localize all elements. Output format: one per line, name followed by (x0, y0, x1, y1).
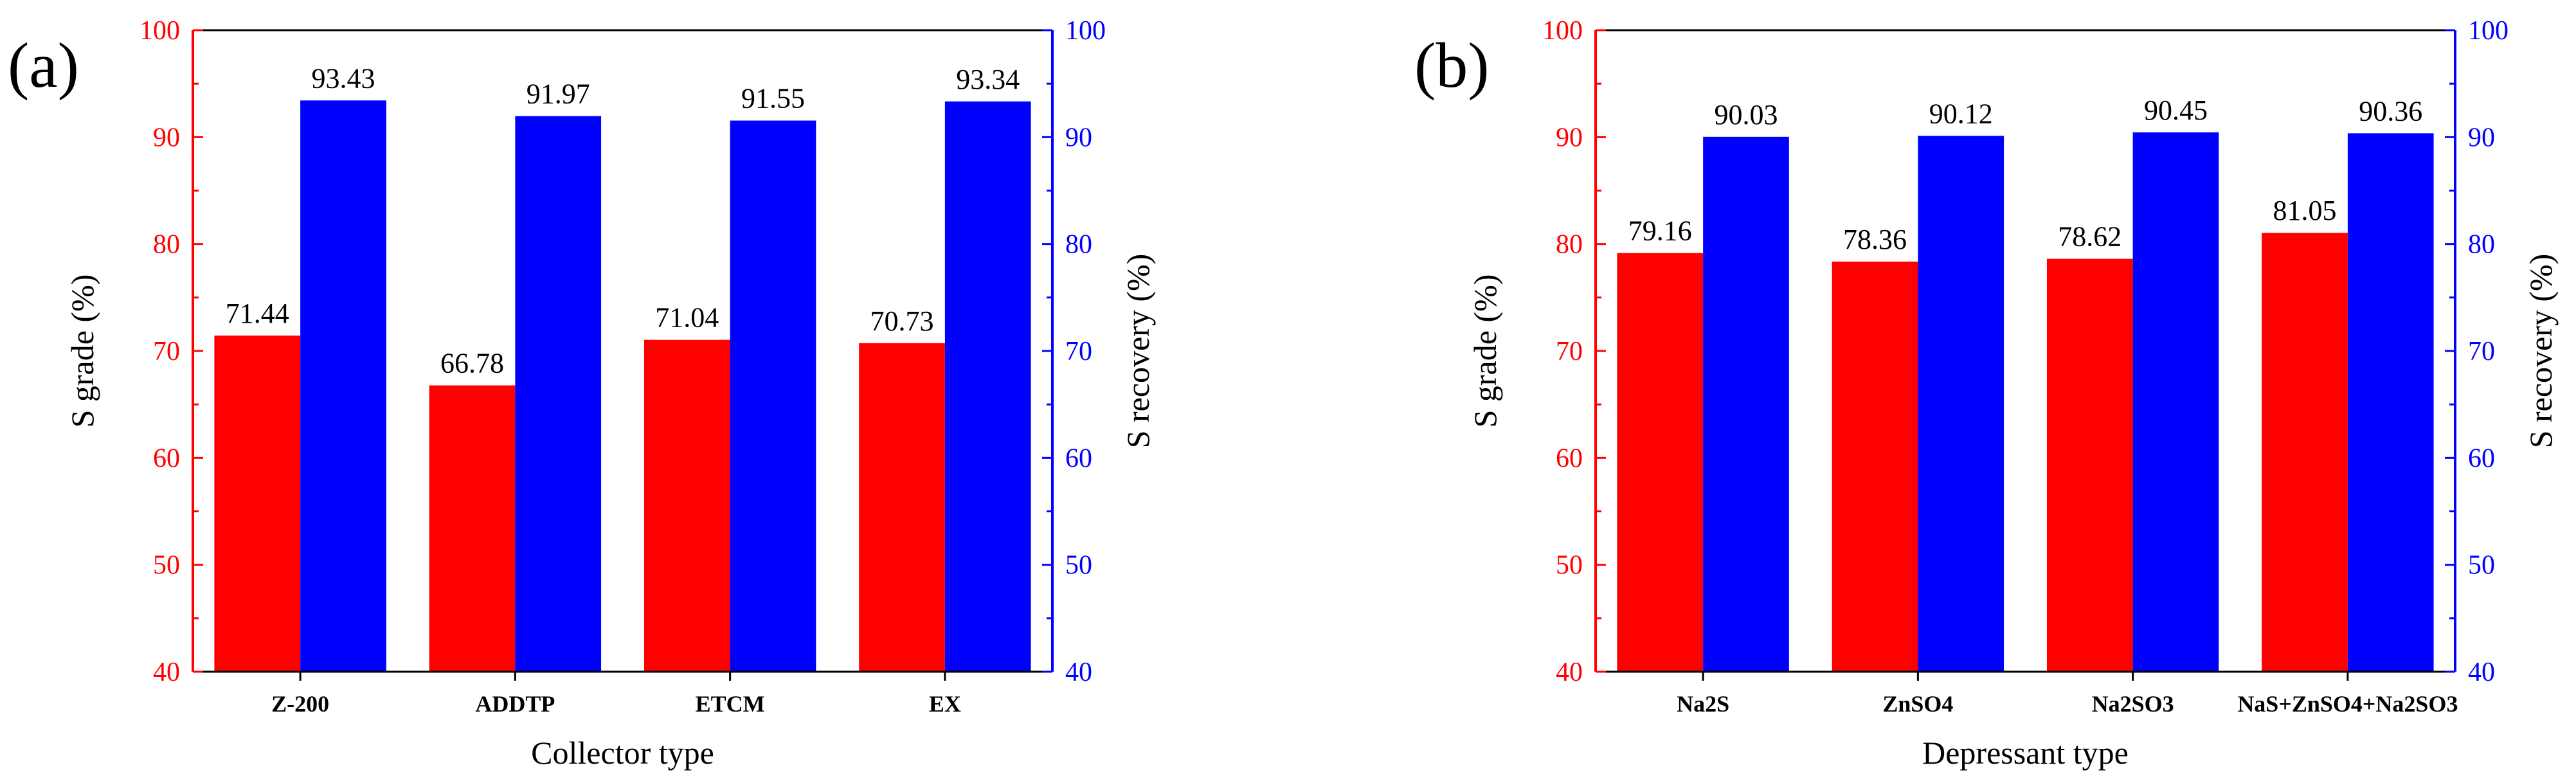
data-label-grade-0-0: 71.44 (226, 298, 289, 329)
y-tick-label-left-1-1: 50 (1556, 551, 1583, 580)
bar-recovery-1-3 (2347, 133, 2434, 672)
y-tick-label-right-1-1: 50 (2468, 551, 2495, 580)
bar-recovery-1-0 (1703, 136, 1789, 672)
y-tick-label-left-1-4: 80 (1556, 230, 1583, 260)
y-tick-label-left-1-0: 40 (1556, 658, 1583, 687)
y-tick-label-right-1-6: 100 (2468, 16, 2508, 46)
y-tick-label-left-0-1: 50 (153, 551, 180, 580)
y-axis-title-left-0: S grade (%) (64, 274, 100, 428)
data-label-grade-0-1: 66.78 (440, 348, 504, 379)
data-label-recovery-0-0: 93.43 (311, 62, 375, 94)
data-label-recovery-1-2: 90.45 (2144, 94, 2208, 126)
bar-recovery-0-1 (515, 116, 602, 672)
x-tick-label-1-3: NaS+ZnSO4+Na2SO3 (2237, 691, 2458, 717)
bar-recovery-1-2 (2132, 132, 2219, 672)
bar-grade-0-2 (644, 339, 730, 672)
y-tick-label-left-0-6: 100 (140, 16, 180, 46)
x-tick-label-0-2: ETCM (696, 691, 765, 717)
x-tick-label-1-2: Na2SO3 (2092, 691, 2174, 717)
x-tick-label-0-0: Z-200 (271, 691, 329, 717)
bar-grade-1-0 (1617, 253, 1704, 672)
y-tick-label-left-0-3: 70 (153, 337, 180, 366)
y-tick-label-right-0-4: 80 (1065, 230, 1092, 260)
y-axis-title-right-0: S recovery (%) (1120, 254, 1156, 449)
data-label-grade-1-0: 79.16 (1628, 215, 1692, 247)
data-label-recovery-1-1: 90.12 (1929, 98, 1993, 129)
y-tick-label-left-0-5: 90 (153, 123, 180, 152)
y-tick-label-right-0-3: 70 (1065, 337, 1092, 366)
y-axis-title-left-1: S grade (%) (1467, 274, 1503, 428)
x-tick-label-1-1: ZnSO4 (1882, 691, 1953, 717)
bar-recovery-0-2 (730, 120, 816, 672)
bar-recovery-1-1 (1918, 136, 2004, 672)
data-label-grade-0-2: 71.04 (655, 302, 719, 334)
y-tick-label-left-1-5: 90 (1556, 123, 1583, 152)
y-tick-label-right-0-6: 100 (1065, 16, 1106, 46)
data-label-grade-0-3: 70.73 (870, 305, 934, 337)
y-tick-label-right-1-3: 70 (2468, 337, 2495, 366)
x-tick-label-0-1: ADDTP (475, 691, 555, 717)
y-tick-label-right-0-2: 60 (1065, 444, 1092, 473)
y-tick-label-right-1-4: 80 (2468, 230, 2495, 260)
bar-recovery-0-3 (944, 101, 1031, 672)
bar-grade-0-0 (214, 336, 301, 672)
data-label-recovery-0-2: 91.55 (741, 83, 805, 114)
y-tick-label-right-1-0: 40 (2468, 658, 2495, 687)
data-label-recovery-0-3: 93.34 (956, 64, 1020, 95)
bar-grade-0-3 (859, 343, 945, 672)
y-tick-label-right-1-2: 60 (2468, 444, 2495, 473)
y-tick-label-right-0-1: 50 (1065, 551, 1092, 580)
x-axis-title-0: Collector type (531, 735, 714, 771)
bar-recovery-0-0 (300, 100, 386, 672)
data-label-recovery-1-3: 90.36 (2359, 95, 2422, 127)
data-label-grade-1-2: 78.62 (2058, 221, 2121, 253)
y-axis-title-right-1: S recovery (%) (2523, 254, 2559, 449)
x-axis-title-1: Depressant type (1922, 735, 2129, 771)
bar-grade-1-1 (1832, 261, 1918, 672)
bar-grade-0-1 (429, 385, 516, 672)
y-tick-label-right-1-5: 90 (2468, 123, 2495, 152)
y-tick-label-right-0-5: 90 (1065, 123, 1092, 152)
data-label-recovery-0-1: 91.97 (527, 78, 590, 110)
y-tick-label-right-0-0: 40 (1065, 658, 1092, 687)
y-tick-label-left-0-0: 40 (153, 658, 180, 687)
panel-label-0: (a) (8, 30, 79, 101)
y-tick-label-left-1-6: 100 (1542, 16, 1583, 46)
data-label-grade-1-1: 78.36 (1843, 224, 1907, 255)
data-label-grade-1-3: 81.05 (2273, 195, 2337, 226)
y-tick-label-left-1-2: 60 (1556, 444, 1583, 473)
y-tick-label-left-0-4: 80 (153, 230, 180, 260)
bar-grade-1-3 (2262, 233, 2348, 672)
x-tick-label-1-0: Na2S (1677, 691, 1729, 717)
y-tick-label-left-0-2: 60 (153, 444, 180, 473)
bar-grade-1-2 (2046, 258, 2133, 672)
x-tick-label-0-3: EX (929, 691, 961, 717)
y-tick-label-left-1-3: 70 (1556, 337, 1583, 366)
panel-label-1: (b) (1414, 30, 1490, 101)
data-label-recovery-1-0: 90.03 (1714, 99, 1778, 130)
